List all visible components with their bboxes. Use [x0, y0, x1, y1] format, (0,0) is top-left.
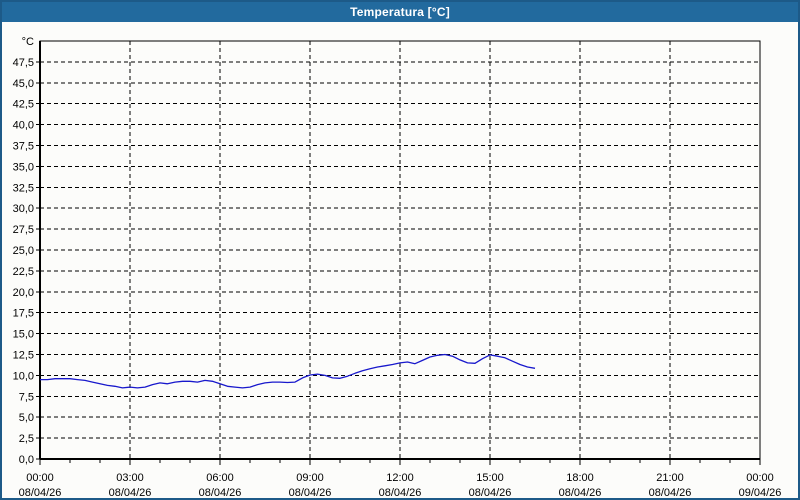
y-axis-label: 12,5 — [13, 350, 34, 362]
x-axis-time-label: 00:00 — [26, 472, 54, 484]
x-axis-time-label: 03:00 — [116, 472, 144, 484]
y-axis-label: 10,0 — [13, 370, 34, 382]
x-axis-date-label: 08/04/26 — [649, 487, 692, 498]
y-axis-label: 35,0 — [13, 161, 34, 173]
y-axis-label: 5,0 — [19, 412, 34, 424]
y-axis-label: 20,0 — [13, 287, 34, 299]
y-axis-label: 45,0 — [13, 78, 34, 90]
x-axis-time-label: 15:00 — [476, 472, 504, 484]
y-axis-label: 40,0 — [13, 120, 34, 132]
x-axis-date-label: 08/04/26 — [199, 487, 242, 498]
y-axis-label: 27,5 — [13, 224, 34, 236]
x-axis-date-label: 09/04/26 — [739, 487, 782, 498]
y-axis-label: 17,5 — [13, 308, 34, 320]
window-title: Temperatura [°C] — [350, 5, 450, 19]
y-axis-label: 22,5 — [13, 266, 34, 278]
temperature-line — [40, 353, 536, 389]
x-axis-time-label: 09:00 — [296, 472, 324, 484]
y-axis-label: 42,5 — [13, 99, 34, 111]
x-axis-time-label: 12:00 — [386, 472, 414, 484]
title-bar: Temperatura [°C] — [2, 2, 798, 22]
x-axis-date-label: 08/04/26 — [379, 487, 422, 498]
y-axis-label: 2,5 — [19, 433, 34, 445]
y-axis-label: 30,0 — [13, 203, 34, 215]
chart-area: 0,0 2,5 5,0 7,5 10,0 12,5 15,0 17,5 20,0 22,5 25,0… — [2, 22, 798, 498]
y-axis-label: 0,0 — [19, 454, 34, 466]
y-axis-label: 32,5 — [13, 182, 34, 194]
x-axis-date-label: 08/04/26 — [289, 487, 332, 498]
x-axis-time-label: 06:00 — [206, 472, 234, 484]
y-axis-label: 25,0 — [13, 245, 34, 257]
y-axis-label: 7,5 — [19, 391, 34, 403]
x-axis-date-label: 08/04/26 — [559, 487, 602, 498]
x-axis-time-label: 18:00 — [566, 472, 594, 484]
y-axis-label: 37,5 — [13, 141, 34, 153]
temperature-chart: 0,0 2,5 5,0 7,5 10,0 12,5 15,0 17,5 20,0 22,5 25,0… — [13, 36, 782, 498]
x-axis-date-label: 08/04/26 — [109, 487, 152, 498]
x-axis-date-label: 08/04/26 — [469, 487, 512, 498]
x-axis-time-label: 00:00 — [746, 472, 774, 484]
y-axis-label: 15,0 — [13, 329, 34, 341]
y-axis-unit-label: °C — [22, 36, 34, 48]
x-axis-time-label: 21:00 — [656, 472, 684, 484]
y-axis-label: 47,5 — [13, 57, 34, 69]
x-axis-date-label: 08/04/26 — [19, 487, 62, 498]
